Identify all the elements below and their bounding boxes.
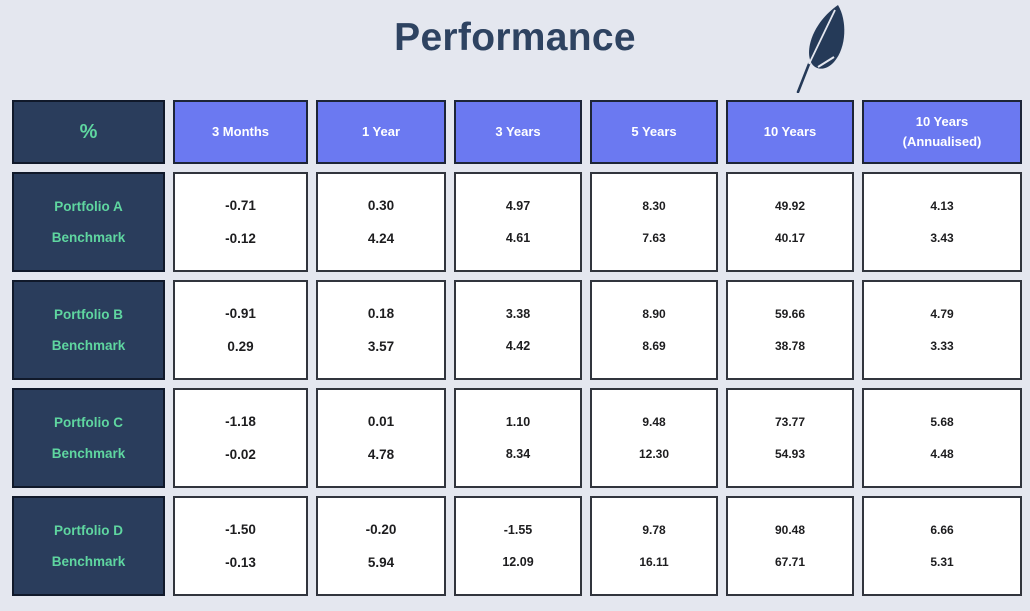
data-cell: 9.48 12.30 <box>590 388 718 488</box>
portfolio-name: Portfolio A <box>54 198 123 214</box>
data-cell: 0.01 4.78 <box>316 388 446 488</box>
portfolio-value: -1.18 <box>225 414 256 430</box>
benchmark-label: Benchmark <box>51 230 126 246</box>
data-cell: 5.68 4.48 <box>862 388 1022 488</box>
benchmark-value: 0.29 <box>227 338 254 354</box>
benchmark-value: 3.57 <box>367 338 395 354</box>
benchmark-value: 4.42 <box>505 339 531 353</box>
data-cell: 3.38 4.42 <box>454 280 582 380</box>
data-cell: 4.13 3.43 <box>862 172 1022 272</box>
portfolio-value: 90.48 <box>774 523 806 537</box>
data-cell: 1.10 8.34 <box>454 388 582 488</box>
benchmark-value: 12.09 <box>502 555 534 569</box>
portfolio-value: 49.92 <box>774 199 806 213</box>
benchmark-value: -0.02 <box>225 446 256 462</box>
portfolio-value: 0.01 <box>367 414 395 430</box>
data-cell: 90.48 67.71 <box>726 496 854 596</box>
row-header-portfolio-d: Portfolio D Benchmark <box>12 496 165 596</box>
portfolio-value: 4.97 <box>505 199 531 213</box>
benchmark-value: 40.17 <box>774 231 806 245</box>
data-cell: 59.66 38.78 <box>726 280 854 380</box>
portfolio-value: 9.48 <box>642 415 666 429</box>
data-cell: 4.79 3.33 <box>862 280 1022 380</box>
portfolio-value: 9.78 <box>642 523 666 537</box>
data-cell: -1.50 -0.13 <box>173 496 308 596</box>
row-header-portfolio-b: Portfolio B Benchmark <box>12 280 165 380</box>
column-header-1-year: 1 Year <box>316 100 446 164</box>
portfolio-value: 59.66 <box>774 307 806 321</box>
portfolio-value: -0.20 <box>365 522 397 538</box>
benchmark-value: 3.43 <box>930 231 954 245</box>
portfolio-value: 4.13 <box>930 199 954 213</box>
benchmark-value: 7.63 <box>642 231 666 245</box>
benchmark-label: Benchmark <box>51 338 126 354</box>
column-header-10-years: 10 Years <box>726 100 854 164</box>
portfolio-value: -1.50 <box>225 522 256 538</box>
corner-percent-header: % <box>12 100 165 164</box>
benchmark-value: -0.13 <box>225 554 256 570</box>
column-header-3-years: 3 Years <box>454 100 582 164</box>
benchmark-value: 67.71 <box>774 555 806 569</box>
data-cell: -0.71 -0.12 <box>173 172 308 272</box>
portfolio-value: 3.38 <box>505 307 531 321</box>
column-header-3-months: 3 Months <box>173 100 308 164</box>
portfolio-name: Portfolio D <box>54 522 123 538</box>
benchmark-label: Benchmark <box>51 554 126 570</box>
column-header-5-years: 5 Years <box>590 100 718 164</box>
benchmark-value: 8.69 <box>642 339 666 353</box>
data-cell: 49.92 40.17 <box>726 172 854 272</box>
benchmark-value: 8.34 <box>505 447 531 461</box>
data-cell: 8.90 8.69 <box>590 280 718 380</box>
benchmark-value: -0.12 <box>225 230 256 246</box>
benchmark-value: 5.94 <box>367 554 395 570</box>
benchmark-value: 5.31 <box>930 555 954 569</box>
portfolio-value: -0.71 <box>225 198 256 214</box>
performance-table: % 3 Months 1 Year 3 Years 5 Years 10 Yea… <box>12 100 1022 596</box>
benchmark-value: 38.78 <box>774 339 806 353</box>
portfolio-value: 73.77 <box>774 415 806 429</box>
column-header-10-years-annualised: 10 Years (Annualised) <box>862 100 1022 164</box>
data-cell: 0.30 4.24 <box>316 172 446 272</box>
portfolio-value: -1.55 <box>503 523 533 537</box>
benchmark-value: 4.78 <box>367 446 395 462</box>
data-cell: -1.55 12.09 <box>454 496 582 596</box>
benchmark-value: 4.24 <box>367 230 395 246</box>
data-cell: 0.18 3.57 <box>316 280 446 380</box>
portfolio-value: 5.68 <box>930 415 954 429</box>
benchmark-value: 4.48 <box>930 447 954 461</box>
feather-icon <box>794 3 852 95</box>
portfolio-name: Portfolio B <box>54 306 123 322</box>
portfolio-value: 8.30 <box>642 199 666 213</box>
data-cell: -1.18 -0.02 <box>173 388 308 488</box>
portfolio-value: 6.66 <box>930 523 954 537</box>
portfolio-name: Portfolio C <box>54 414 123 430</box>
benchmark-value: 3.33 <box>930 339 954 353</box>
data-cell: 6.66 5.31 <box>862 496 1022 596</box>
data-cell: 73.77 54.93 <box>726 388 854 488</box>
row-header-portfolio-c: Portfolio C Benchmark <box>12 388 165 488</box>
portfolio-value: 8.90 <box>642 307 666 321</box>
data-cell: 8.30 7.63 <box>590 172 718 272</box>
data-cell: 4.97 4.61 <box>454 172 582 272</box>
portfolio-value: 4.79 <box>930 307 954 321</box>
benchmark-value: 4.61 <box>505 231 531 245</box>
portfolio-value: 0.18 <box>367 306 395 322</box>
data-cell: 9.78 16.11 <box>590 496 718 596</box>
data-cell: -0.20 5.94 <box>316 496 446 596</box>
benchmark-value: 54.93 <box>774 447 806 461</box>
portfolio-value: 0.30 <box>367 198 395 214</box>
portfolio-value: -0.91 <box>225 306 256 322</box>
portfolio-value: 1.10 <box>505 415 531 429</box>
page-title: Performance <box>394 16 636 59</box>
data-cell: -0.91 0.29 <box>173 280 308 380</box>
row-header-portfolio-a: Portfolio A Benchmark <box>12 172 165 272</box>
benchmark-value: 16.11 <box>639 555 669 569</box>
benchmark-label: Benchmark <box>51 446 126 462</box>
benchmark-value: 12.30 <box>638 447 670 461</box>
